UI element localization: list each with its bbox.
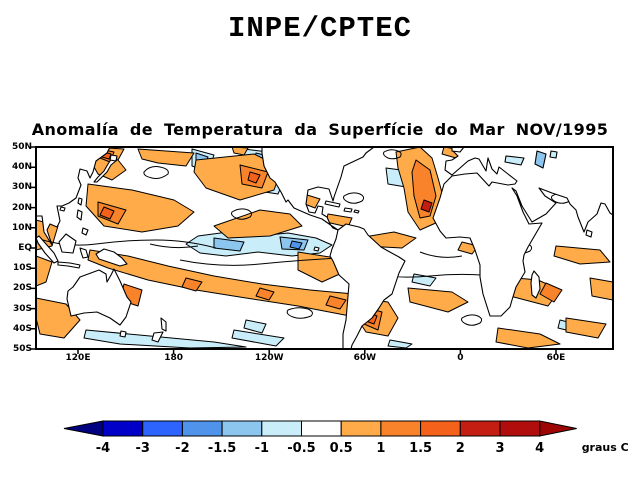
lon-axis-ticks	[77, 349, 557, 354]
lat-label: 40N	[11, 162, 32, 173]
land-philippines	[76, 209, 83, 221]
lat-label: 50N	[11, 142, 32, 152]
colorbar-boundary-label: 4	[535, 441, 544, 456]
colorbar-boundary-label: 1	[376, 441, 385, 456]
lat-label: 30N	[11, 182, 32, 193]
colorbar-segment	[142, 420, 183, 437]
land-asia-west	[36, 147, 111, 246]
colorbar-segment	[340, 420, 382, 437]
colorbar-boundary-label: -1	[255, 441, 269, 456]
lon-label: 0	[457, 353, 464, 363]
colorbar-boundary-label: 3	[495, 441, 504, 456]
colorbar-segment	[261, 420, 302, 437]
colorbar-boundary-label: -3	[135, 441, 149, 456]
colorbar-svg: -4 -3 -2 -1.5 -1 -0.5 0.5 1 1.5 2 3 4 graus C	[63, 420, 629, 456]
colorbar-segment	[459, 420, 501, 437]
lat-label: 20N	[11, 202, 32, 213]
colorbar-segment	[102, 420, 144, 437]
colorbar-segment	[301, 420, 342, 437]
lat-label: 20S	[12, 283, 32, 294]
land-borneo	[58, 233, 77, 254]
lat-label: 40S	[12, 323, 32, 334]
page-title: INPE/CPTEC	[227, 12, 413, 45]
colorbar-boundary-label: 0.5	[330, 441, 353, 456]
coastlines	[36, 147, 613, 349]
lat-axis-ticks	[31, 146, 36, 350]
land-australia	[66, 268, 132, 326]
colorbar-boundary-label: -2	[175, 441, 189, 456]
colorbar-segment	[499, 420, 541, 437]
colorbar-left-arrow-icon	[63, 420, 104, 437]
colorbar-boundary-label: -0.5	[287, 441, 315, 456]
land-taiwan	[77, 197, 83, 206]
colorbar-boundary-label: -4	[96, 441, 110, 456]
land-new-zealand	[160, 317, 167, 332]
lat-label: 10N	[11, 222, 32, 233]
lat-label: 10S	[12, 263, 32, 274]
lat-label: 50S	[12, 344, 32, 354]
lon-label: 180	[164, 353, 183, 363]
caspian-sea	[534, 150, 547, 169]
lon-label: 60E	[546, 353, 566, 363]
lon-label: 60W	[353, 353, 377, 363]
lat-label: 30S	[12, 303, 32, 314]
land-madagascar	[530, 270, 541, 299]
colorbar-segment	[380, 420, 422, 437]
lon-label: 120E	[65, 353, 91, 363]
colorbar-boundary-label: 2	[456, 441, 465, 456]
land-south-america	[329, 223, 406, 349]
lat-label: EQ	[18, 243, 32, 253]
colorbar-segment	[420, 420, 461, 437]
land-afro-eurasia	[432, 147, 613, 317]
colorbar-segment	[221, 420, 263, 437]
land-new-guinea	[95, 248, 128, 267]
colorbar: -4 -3 -2 -1.5 -1 -0.5 0.5 1 1.5 2 3 4 graus C	[0, 406, 640, 462]
colorbar-unit-label: graus C	[582, 441, 629, 454]
colorbar-boundary-label: 1.5	[409, 441, 432, 456]
land-north-america	[261, 147, 375, 231]
colorbar-right-arrow-icon	[539, 420, 577, 437]
colorbar-segment	[181, 420, 223, 437]
colorbar-boundary-label: -1.5	[208, 441, 236, 456]
lon-label: 120W	[254, 353, 284, 363]
map-title: Anomalía de Temperatura da Superfície do…	[31, 120, 609, 139]
black-sea	[504, 155, 525, 166]
